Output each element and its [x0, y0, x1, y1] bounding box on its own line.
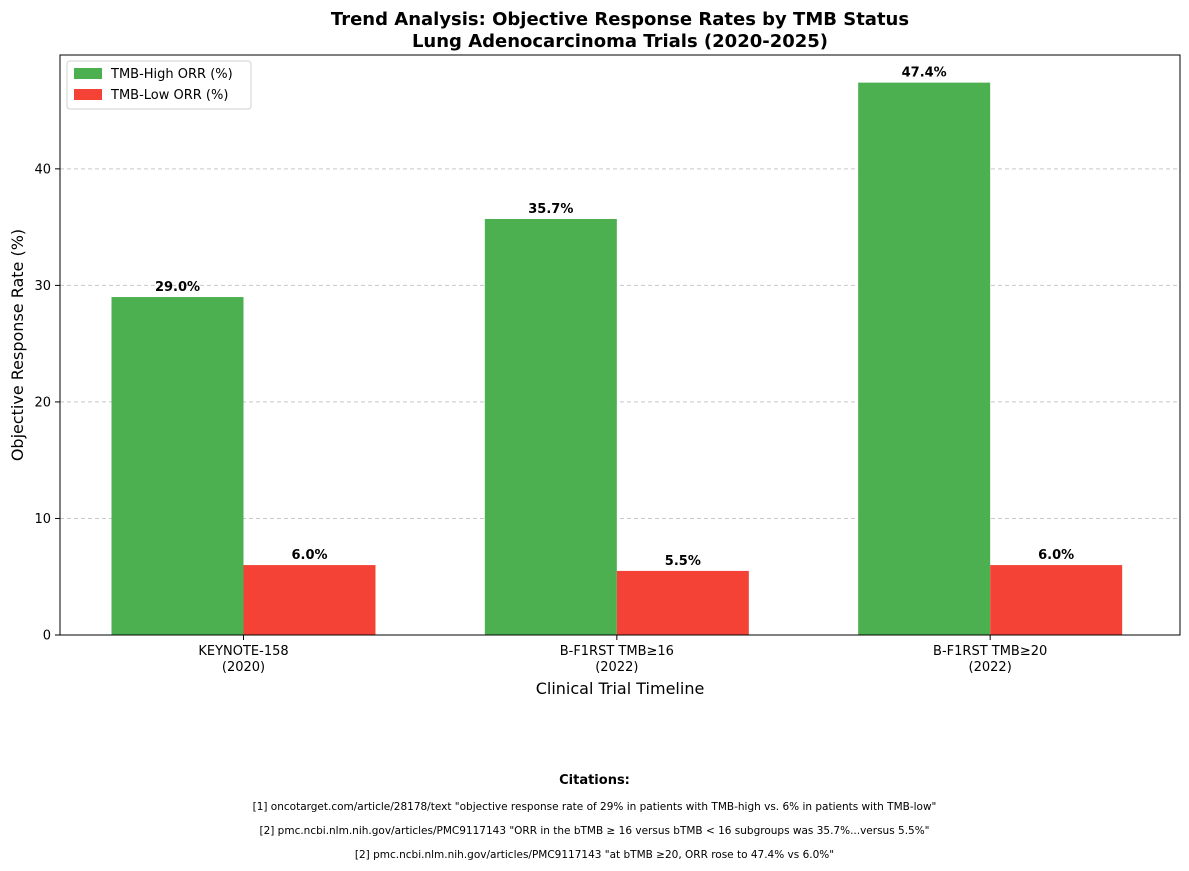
citation-line-3: [2] pmc.ncbi.nlm.nih.gov/articles/PMC911… — [354, 849, 835, 861]
legend: TMB-High ORR (%) TMB-Low ORR (%) — [66, 60, 252, 110]
x-tick-label: (2022) — [595, 660, 638, 675]
y-tick-label: 0 — [43, 629, 51, 644]
legend-entry: TMB-High ORR (%) — [110, 67, 233, 82]
legend-box — [66, 60, 252, 110]
bar-tmb-high — [858, 82, 991, 636]
bar-tmb-high — [484, 218, 617, 635]
y-axis-label: Objective Response Rate (%) — [8, 229, 27, 461]
bar-tmb-low — [616, 570, 749, 635]
bars — [111, 82, 1123, 636]
x-tick-label: (2022) — [969, 660, 1012, 675]
grid-lines — [60, 168, 1180, 519]
data-label: 5.5% — [665, 554, 701, 569]
chart-title: Trend Analysis: Objective Response Rates… — [331, 9, 909, 30]
x-tick-label: B-F1RST TMB≥16 — [560, 644, 674, 659]
y-tick-label: 20 — [34, 395, 51, 410]
bar-tmb-high — [111, 297, 244, 635]
x-axis-ticks: KEYNOTE-158(2020)B-F1RST TMB≥16(2022)B-F… — [198, 635, 1047, 675]
y-axis-ticks: 0 10 20 30 40 — [34, 162, 60, 644]
x-tick-label: B-F1RST TMB≥20 — [933, 644, 1047, 659]
legend-entry: TMB-Low ORR (%) — [110, 88, 228, 103]
bar-chart: Trend Analysis: Objective Response Rates… — [8, 9, 1181, 698]
citation-line-2: [2] pmc.ncbi.nlm.nih.gov/articles/PMC911… — [259, 825, 930, 837]
y-tick-label: 30 — [34, 279, 51, 294]
x-tick-label: KEYNOTE-158 — [198, 644, 288, 659]
y-tick-label: 40 — [34, 162, 51, 177]
data-label: 29.0% — [155, 280, 200, 295]
data-label: 6.0% — [291, 548, 327, 563]
chart-subtitle: Lung Adenocarcinoma Trials (2020-2025) — [412, 31, 828, 52]
citation-line-1: [1] oncotarget.com/article/28178/text "o… — [252, 801, 937, 813]
bar-tmb-low — [990, 565, 1123, 635]
bar-tmb-low — [243, 565, 376, 635]
data-label: 6.0% — [1038, 548, 1074, 563]
citations-title: Citations: — [559, 773, 630, 788]
legend-swatch — [74, 89, 102, 100]
y-tick-label: 10 — [34, 512, 51, 527]
x-axis-label: Clinical Trial Timeline — [536, 679, 705, 698]
data-labels: 29.0% 6.0% 35.7% 5.5% 47.4% 6.0% — [155, 66, 1074, 569]
data-label: 47.4% — [902, 66, 947, 81]
plot-frame — [59, 54, 1181, 636]
legend-swatch — [74, 68, 102, 79]
data-label: 35.7% — [528, 202, 573, 217]
x-tick-label: (2020) — [222, 660, 265, 675]
